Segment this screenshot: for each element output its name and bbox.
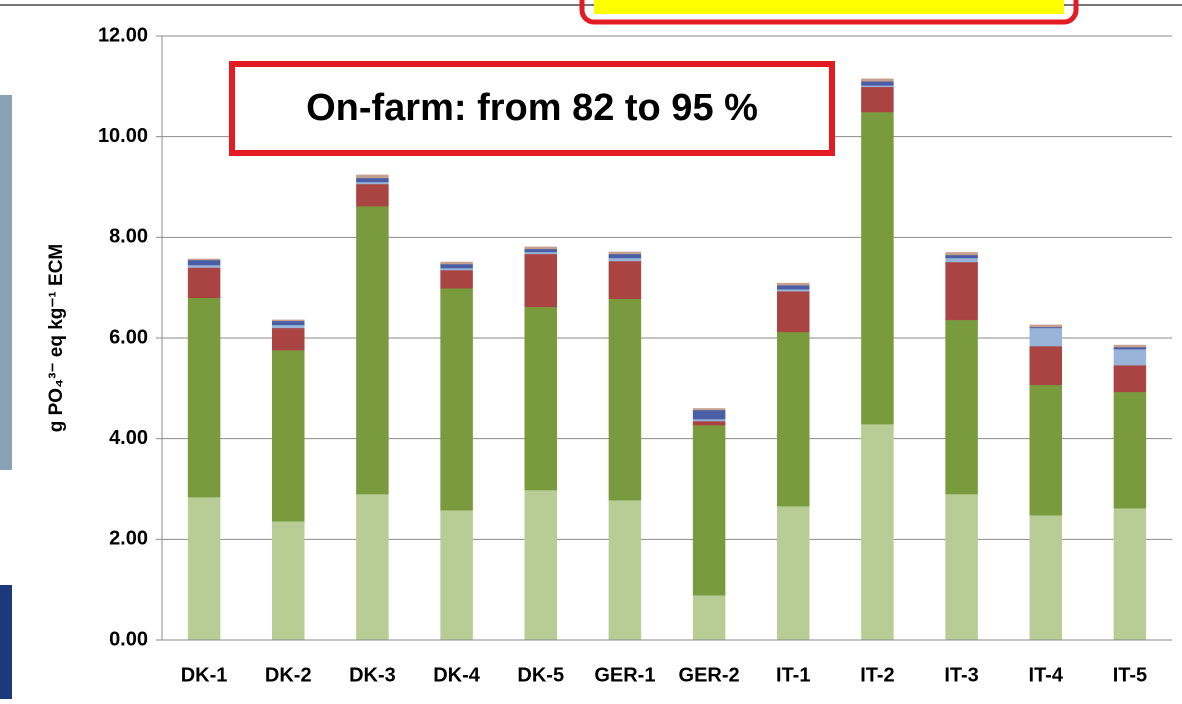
bar-segment — [777, 290, 810, 333]
bar-segment — [272, 320, 305, 326]
bar-segment — [187, 264, 221, 268]
y-axis-label: g PO₄³⁻ eq kg⁻¹ ECM — [46, 244, 67, 433]
y-tick-label: 4.00 — [109, 427, 148, 449]
x-tick-label: DK-1 — [181, 664, 228, 686]
bar-segment — [187, 259, 221, 266]
x-tick-label: IT-5 — [1113, 664, 1147, 686]
bar-segment — [272, 327, 305, 351]
bar-segment — [777, 288, 810, 292]
bar-segment — [608, 298, 642, 501]
bar-segment — [608, 253, 642, 259]
y-tick-label: 2.00 — [109, 528, 148, 550]
bar-segment — [187, 258, 221, 261]
bar-segment — [1029, 324, 1062, 328]
bar-segment — [945, 254, 978, 259]
plot: 0.00 2.00 4.00 6.00 8.00 10.00 12.00 DK-1 DK-2 DK… — [98, 24, 1172, 686]
x-tick-label: GER-2 — [679, 664, 740, 686]
bar-segment — [524, 489, 557, 641]
bar-segment — [524, 248, 557, 253]
y-tick-label: 8.00 — [109, 226, 148, 248]
bar-segment — [861, 81, 894, 86]
bar-segment — [440, 267, 473, 271]
bar-segment — [861, 86, 894, 113]
bar-segment — [692, 408, 726, 411]
x-tick-label: DK-2 — [265, 664, 312, 686]
x-tick-label: DK-5 — [517, 664, 564, 686]
x-tick-label: DK-4 — [433, 664, 481, 686]
x-tick-label: IT-3 — [944, 664, 978, 686]
bar-segment — [1029, 327, 1062, 347]
bar-segment — [524, 253, 557, 308]
bar-segment — [608, 499, 642, 641]
bar-segment — [608, 257, 642, 262]
photo-strip — [0, 95, 12, 470]
bar-segment — [692, 424, 726, 596]
bar-segment — [440, 263, 473, 269]
bar-segment — [608, 251, 642, 255]
bar-segment — [692, 418, 726, 422]
bar-segment — [945, 261, 978, 321]
x-tick-label: IT-1 — [776, 664, 810, 686]
bar-segment — [777, 331, 810, 507]
bar-segment — [1113, 391, 1147, 509]
bar-segment — [356, 183, 389, 207]
bar-segment — [777, 282, 810, 286]
bar-segment — [1113, 346, 1147, 350]
bar-segment — [272, 324, 305, 329]
bar-segment — [692, 594, 726, 641]
y-tick-label: 6.00 — [109, 326, 148, 348]
photo-strip — [0, 585, 12, 699]
bar-segment — [356, 205, 389, 495]
annotation: On-farm: from 82 to 95 % — [306, 87, 758, 129]
bar-segment — [524, 246, 557, 250]
x-tick-label: DK-3 — [349, 664, 396, 686]
bar-segment — [440, 261, 473, 265]
y-tick-label: 0.00 — [109, 628, 148, 650]
bar-segment — [1029, 384, 1062, 516]
y-tick-label: 12.00 — [98, 24, 148, 46]
bar-segment — [608, 260, 642, 299]
bar-segment — [524, 306, 557, 491]
y-tick-label: 10.00 — [98, 125, 148, 147]
highlight-box — [579, 0, 1079, 25]
bar-segment — [1113, 507, 1147, 641]
bar-segment — [524, 251, 557, 255]
x-tick-label: IT-4 — [1029, 664, 1064, 686]
bar-segment — [1029, 514, 1062, 641]
bar-segment — [187, 267, 221, 298]
bar-segment — [945, 257, 978, 263]
highlight-fill — [594, 0, 1064, 14]
bar-segment — [861, 111, 894, 425]
bar-segment — [356, 181, 389, 185]
bar-segment — [187, 496, 221, 641]
bar-segment — [861, 423, 894, 641]
bar-segment — [440, 269, 473, 289]
x-tick-label: IT-2 — [860, 664, 894, 686]
bar-segment — [356, 177, 389, 183]
bar-segment — [1029, 345, 1062, 386]
annotation-box — [229, 61, 835, 156]
bar-segment — [692, 420, 726, 426]
bar-segment — [692, 409, 726, 420]
bar-segment — [1113, 348, 1147, 366]
bar-segment — [1113, 344, 1147, 348]
bar-segment — [356, 174, 389, 179]
bar-segment — [945, 319, 978, 495]
bar-segment — [945, 493, 978, 641]
bar-segment — [272, 319, 305, 322]
bar-segment — [777, 284, 810, 290]
bar-segment — [440, 287, 473, 511]
bar-segment — [861, 78, 894, 82]
bar-segment — [272, 520, 305, 641]
bar-segment — [187, 297, 221, 498]
bar-segment — [777, 505, 810, 641]
bar-segment — [945, 252, 978, 256]
bar-segment — [356, 493, 389, 641]
bar-segment — [272, 349, 305, 522]
bar-segment — [1113, 364, 1147, 393]
x-tick-label: GER-1 — [594, 664, 655, 686]
bar-segment — [440, 509, 473, 641]
